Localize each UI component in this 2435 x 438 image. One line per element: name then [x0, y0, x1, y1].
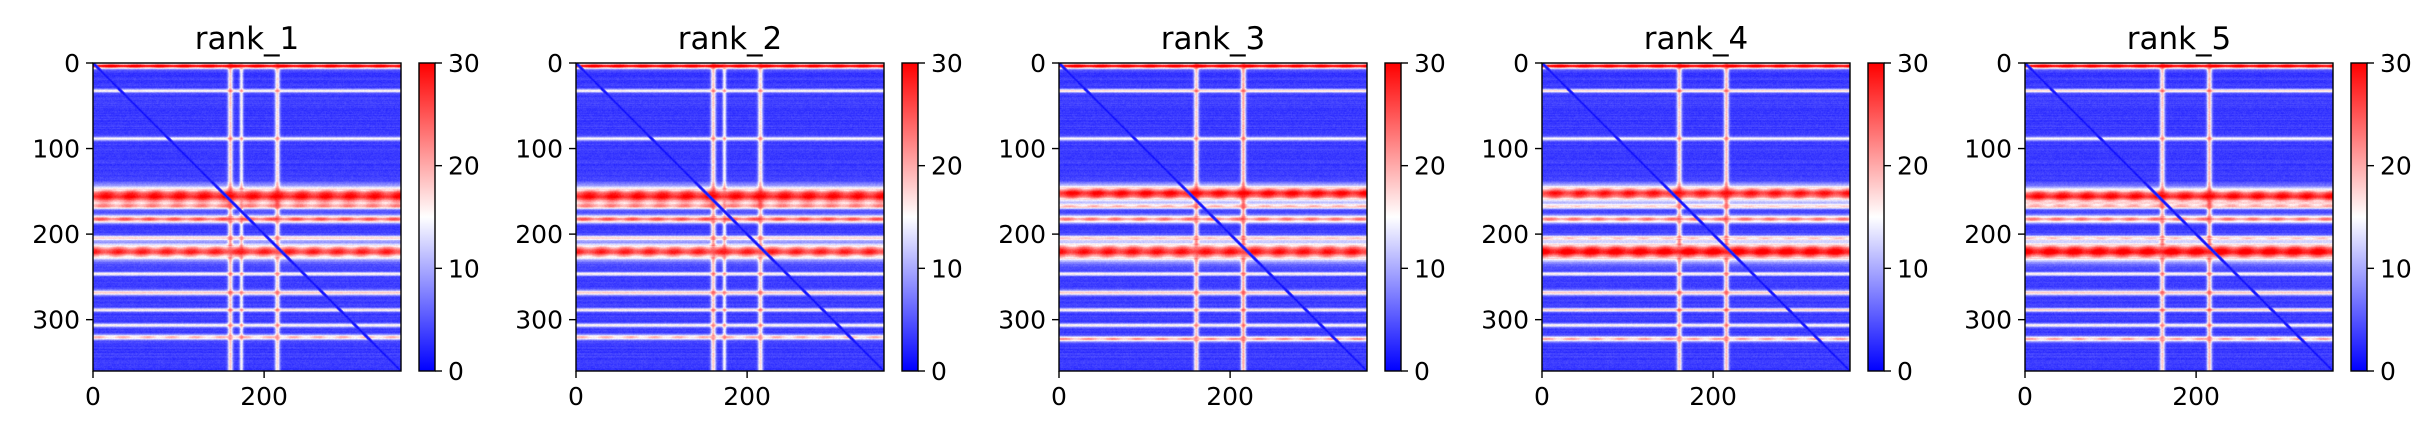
axes-frame	[1058, 62, 1368, 372]
y-tick-label: 100	[515, 135, 563, 164]
colorbar-tick-label: 30	[2380, 49, 2412, 78]
y-tick-label: 0	[1513, 49, 1529, 78]
panel-title: rank_3	[1161, 21, 1266, 57]
colorbar	[1868, 63, 1884, 371]
y-tick-label: 300	[1481, 306, 1529, 335]
y-tick-label: 200	[998, 220, 1046, 249]
colorbar-frame	[1384, 62, 1402, 372]
panel-title: rank_1	[195, 21, 300, 57]
y-tick-label: 300	[1964, 306, 2012, 335]
colorbar-tick-label: 20	[1414, 152, 1446, 181]
colorbar-tick-label: 30	[1414, 49, 1446, 78]
y-tick-label: 200	[515, 220, 563, 249]
heatmap-panel-2: rank_2 0 100 200 300 0 200 0 10 20 30	[515, 21, 963, 411]
y-tick-label: 300	[998, 306, 1046, 335]
axes-frame	[575, 62, 885, 372]
colorbar-tick-label: 20	[931, 152, 963, 181]
colorbar	[2351, 63, 2367, 371]
y-tick-label: 100	[998, 135, 1046, 164]
colorbar	[902, 63, 918, 371]
y-tick-label: 200	[32, 220, 80, 249]
heatmap-panel-5: rank_5 0 100 200 300 0 200 0 10 20 30	[1964, 21, 2412, 411]
axes-frame	[1541, 62, 1851, 372]
colorbar-tick-label: 10	[2380, 254, 2412, 283]
heatmap-image	[576, 63, 884, 371]
y-tick-label: 200	[1964, 220, 2012, 249]
x-tick-label: 200	[2172, 382, 2220, 411]
heatmap-panel-1: rank_1 0 100 200 300 0 200 0 10 20 30	[32, 21, 480, 411]
colorbar-tick-label: 20	[448, 152, 480, 181]
y-tick-label: 0	[64, 49, 80, 78]
heatmap-image	[93, 63, 401, 371]
x-tick-label: 200	[240, 382, 288, 411]
colorbar-frame	[901, 62, 919, 372]
colorbar-tick-label: 0	[2380, 357, 2396, 386]
y-tick-label: 0	[1030, 49, 1046, 78]
panel-title: rank_5	[2127, 21, 2232, 57]
panel-title: rank_2	[678, 21, 783, 57]
y-tick-label: 0	[547, 49, 563, 78]
x-tick-label: 0	[85, 382, 101, 411]
colorbar-tick-label: 20	[1897, 152, 1929, 181]
y-tick-label: 100	[1964, 135, 2012, 164]
x-tick-label: 200	[1689, 382, 1737, 411]
colorbar-frame	[1867, 62, 1885, 372]
x-tick-label: 0	[2017, 382, 2033, 411]
colorbar-tick-label: 20	[2380, 152, 2412, 181]
heatmap-image	[1059, 63, 1367, 371]
colorbar-tick-label: 0	[448, 357, 464, 386]
colorbar-tick-label: 10	[1414, 254, 1446, 283]
x-tick-label: 200	[1206, 382, 1254, 411]
y-tick-label: 100	[32, 135, 80, 164]
x-tick-label: 0	[1051, 382, 1067, 411]
colorbar-tick-label: 30	[931, 49, 963, 78]
y-tick-label: 300	[515, 306, 563, 335]
colorbar	[419, 63, 435, 371]
colorbar-tick-label: 0	[1897, 357, 1913, 386]
colorbar-frame	[2350, 62, 2368, 372]
y-tick-label: 0	[1996, 49, 2012, 78]
colorbar-tick-label: 10	[448, 254, 480, 283]
x-tick-label: 0	[1534, 382, 1550, 411]
panel-title: rank_4	[1644, 21, 1749, 57]
y-tick-label: 300	[32, 306, 80, 335]
colorbar-tick-label: 30	[448, 49, 480, 78]
axes-frame	[2024, 62, 2334, 372]
x-tick-label: 0	[568, 382, 584, 411]
heatmap-panel-4: rank_4 0 100 200 300 0 200 0 10 20 30	[1481, 21, 1929, 411]
x-tick-label: 200	[723, 382, 771, 411]
colorbar-tick-label: 30	[1897, 49, 1929, 78]
heatmap-panel-3: rank_3 0 100 200 300 0 200 0 10 20 30	[998, 21, 1446, 411]
y-tick-label: 200	[1481, 220, 1529, 249]
y-tick-label: 100	[1481, 135, 1529, 164]
heatmap-image	[1542, 63, 1850, 371]
colorbar-frame	[418, 62, 436, 372]
axes-frame	[92, 62, 402, 372]
heatmap-image	[2025, 63, 2333, 371]
colorbar-tick-label: 0	[931, 357, 947, 386]
colorbar-tick-label: 10	[931, 254, 963, 283]
colorbar-tick-label: 0	[1414, 357, 1430, 386]
colorbar	[1385, 63, 1401, 371]
colorbar-tick-label: 10	[1897, 254, 1929, 283]
